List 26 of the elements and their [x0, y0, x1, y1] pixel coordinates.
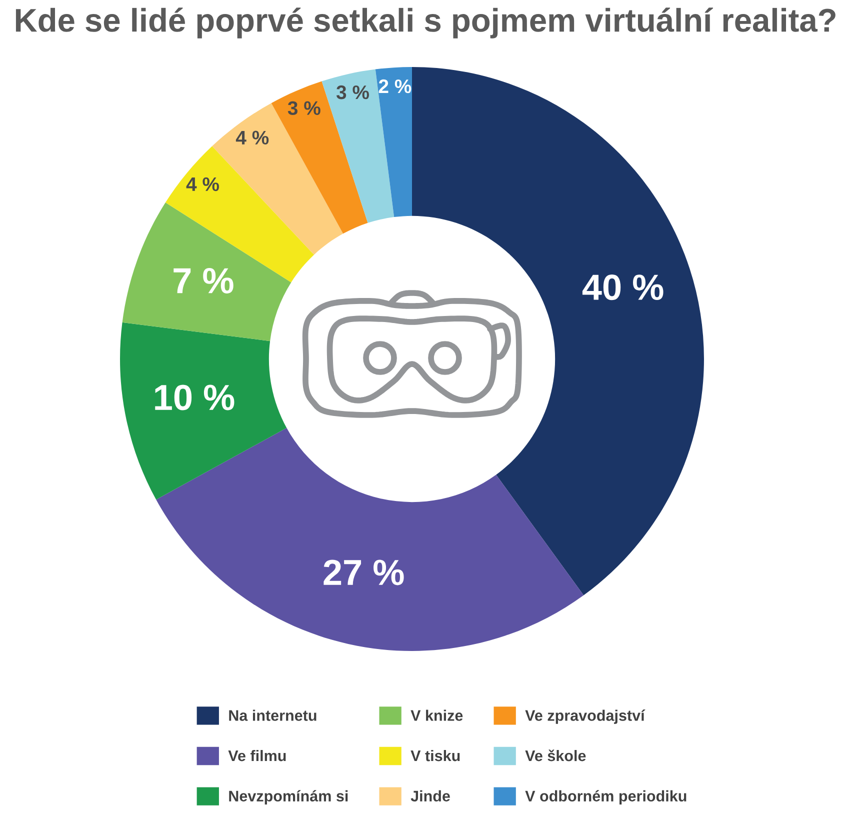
donut-slice — [156, 428, 584, 651]
data-label: 7 % — [174, 268, 234, 294]
data-label: 27 % — [324, 560, 404, 586]
legend-label: Na internetu — [229, 710, 316, 721]
donut-slice — [375, 67, 412, 218]
data-label: 4 % — [186, 177, 219, 192]
donut-slice — [122, 202, 292, 342]
data-label: 4 % — [236, 130, 269, 144]
data-label: 3 % — [288, 101, 320, 116]
data-label: 3 % — [336, 85, 369, 100]
legend-label: V odborném periodiku — [525, 790, 686, 805]
legend-label: Jinde — [410, 790, 450, 802]
legend-label: Ve zpravodajství — [525, 710, 646, 724]
legend-label: Nevzpomínám si — [229, 790, 348, 805]
legend-label: Ve filmu — [228, 750, 286, 762]
chart-title: Kde se lidé poprvé setkali s pojmem virtuální realita? — [16, 8, 836, 38]
legend-label: V tisku — [410, 750, 460, 762]
data-label: 2 % — [378, 79, 412, 94]
donut-slice — [271, 81, 368, 234]
donut-slice — [412, 67, 704, 596]
data-label: 10 % — [155, 384, 234, 410]
donut-slice — [322, 69, 394, 223]
legend-label: Ve škole — [525, 750, 586, 762]
data-label: 40 % — [582, 274, 664, 300]
legend-label: V knize — [410, 710, 463, 721]
donut-slice — [120, 322, 287, 500]
